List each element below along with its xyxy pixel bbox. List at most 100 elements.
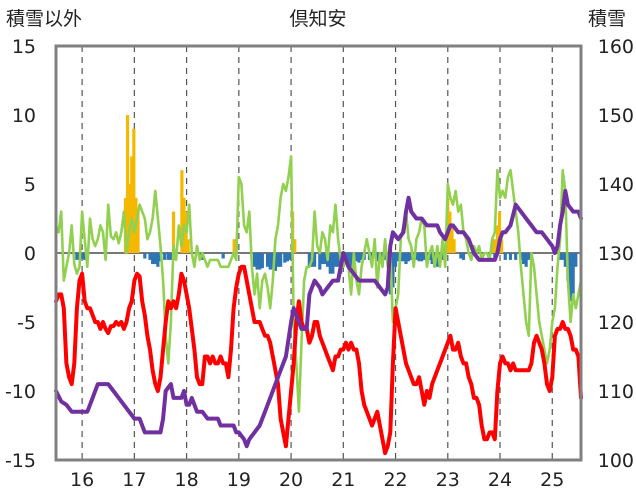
precip-bar-8 [153,253,157,265]
left-tick-label: -10 [5,381,36,403]
left-tick-label: -15 [5,450,36,472]
right-tick-label: 110 [598,381,634,403]
snowfall-bar-6 [136,211,140,253]
snowfall-bar-11 [186,239,190,253]
chart-title: 倶知安 [289,8,347,30]
temperature-line [54,264,583,456]
right-tick-label: 140 [598,174,634,196]
precip-bar-19 [255,253,259,270]
right-tick-label: 150 [598,105,634,127]
precip-bar-35 [320,253,325,265]
precip-bar-69 [414,253,419,260]
precip-bar-20 [258,253,262,270]
x-tick-label: 19 [227,469,251,491]
snowfall-bar-4 [132,128,136,253]
precip-bar-87 [521,253,526,265]
precip-bar-60 [391,253,395,288]
snowfall-bar-15 [293,239,297,253]
precip-bar-84 [508,253,513,260]
snowfall-bar-18 [450,225,454,253]
precip-bar-46 [349,253,353,267]
precip-bar-0 [75,253,79,260]
precip-bar-54 [375,253,379,262]
precip-bar-80 [459,253,463,259]
x-tick-label: 25 [540,469,564,491]
snowfall-bar-21 [493,239,497,253]
precip-bar-40 [333,253,338,267]
precip-bar-61 [393,253,398,267]
precip-bar-91 [558,253,562,260]
right-tick-label: 160 [598,36,634,58]
precip-bar-3 [83,253,87,260]
snowfall-bar-7 [171,211,176,253]
precip-bar-12 [166,253,170,260]
precip-bar-36 [323,253,327,265]
precip-bar-75 [430,253,434,265]
precip-bar-89 [527,253,531,260]
x-tick-label: 21 [331,469,355,491]
snowfall-bar-19 [452,239,456,253]
precip-bar-26 [276,253,280,267]
precip-bar-31 [307,253,311,267]
precip-bar-83 [503,253,507,260]
snowfall-bar-24 [499,239,504,253]
x-tick-label: 24 [488,469,512,491]
precip-bar-70 [417,253,421,262]
snowfall-bar-23 [497,211,502,253]
precip-bar-81 [461,253,466,260]
snowfall-bar-12 [232,239,236,253]
left-tick-label: -5 [17,312,36,334]
right-tick-label: 120 [598,312,634,334]
precip-bar-11 [163,253,167,260]
x-tick-label: 23 [436,469,460,491]
precip-bar-5 [143,253,147,259]
precip-bar-18 [252,253,257,267]
precip-bar-64 [401,253,405,262]
x-tick-label: 16 [70,469,94,491]
precip-bar-62 [396,253,400,262]
precip-bar-29 [285,253,290,262]
precip-bar-79 [440,253,445,260]
left-tick-label: 5 [24,174,36,196]
snowfall-bar-3 [130,156,134,253]
precip-bar-48 [354,253,358,262]
precip-bar-22 [265,253,270,267]
snowfall-bar-1 [125,115,130,253]
precip-bar-30 [288,253,292,260]
left-tick-label: 10 [12,105,36,127]
snow_depth-line [54,188,583,449]
left-axis-label: 積雪以外 [6,8,83,30]
precip-bar-23 [268,253,272,270]
precip-bar-34 [318,253,322,270]
precip-bar-17 [221,253,225,259]
snowfall-bar-2 [128,184,132,253]
precip-bar-28 [283,253,287,263]
precip-bar-95 [568,253,573,302]
left-tick-label: 0 [24,243,36,265]
precip-bar-33 [312,253,317,267]
snowfall-bar-22 [495,225,500,253]
precip-bar-92 [561,253,565,260]
precip-bar-49 [357,253,361,263]
precip-bar-72 [422,253,426,260]
precip-bar-96 [571,253,575,295]
snowfall-bar-20 [491,239,495,253]
precip-bar-85 [514,253,518,260]
precip-bar-13 [169,253,173,260]
x-tick-label: 18 [175,469,199,491]
green_series-line [54,155,583,413]
right-tick-label: 100 [598,450,634,472]
x-tick-label: 22 [383,469,407,491]
right-axis-label: 積雪 [588,8,627,30]
precip-bar-97 [574,253,578,267]
precip-bar-71 [420,253,424,262]
left-tick-label: 15 [12,36,36,58]
precip-bar-50 [359,253,364,260]
precip-bar-41 [336,253,340,267]
precip-bar-57 [383,253,387,260]
precip-bar-93 [563,253,567,267]
x-tick-label: 20 [279,469,303,491]
precip-bar-27 [279,253,283,267]
precip-bar-38 [328,253,332,274]
